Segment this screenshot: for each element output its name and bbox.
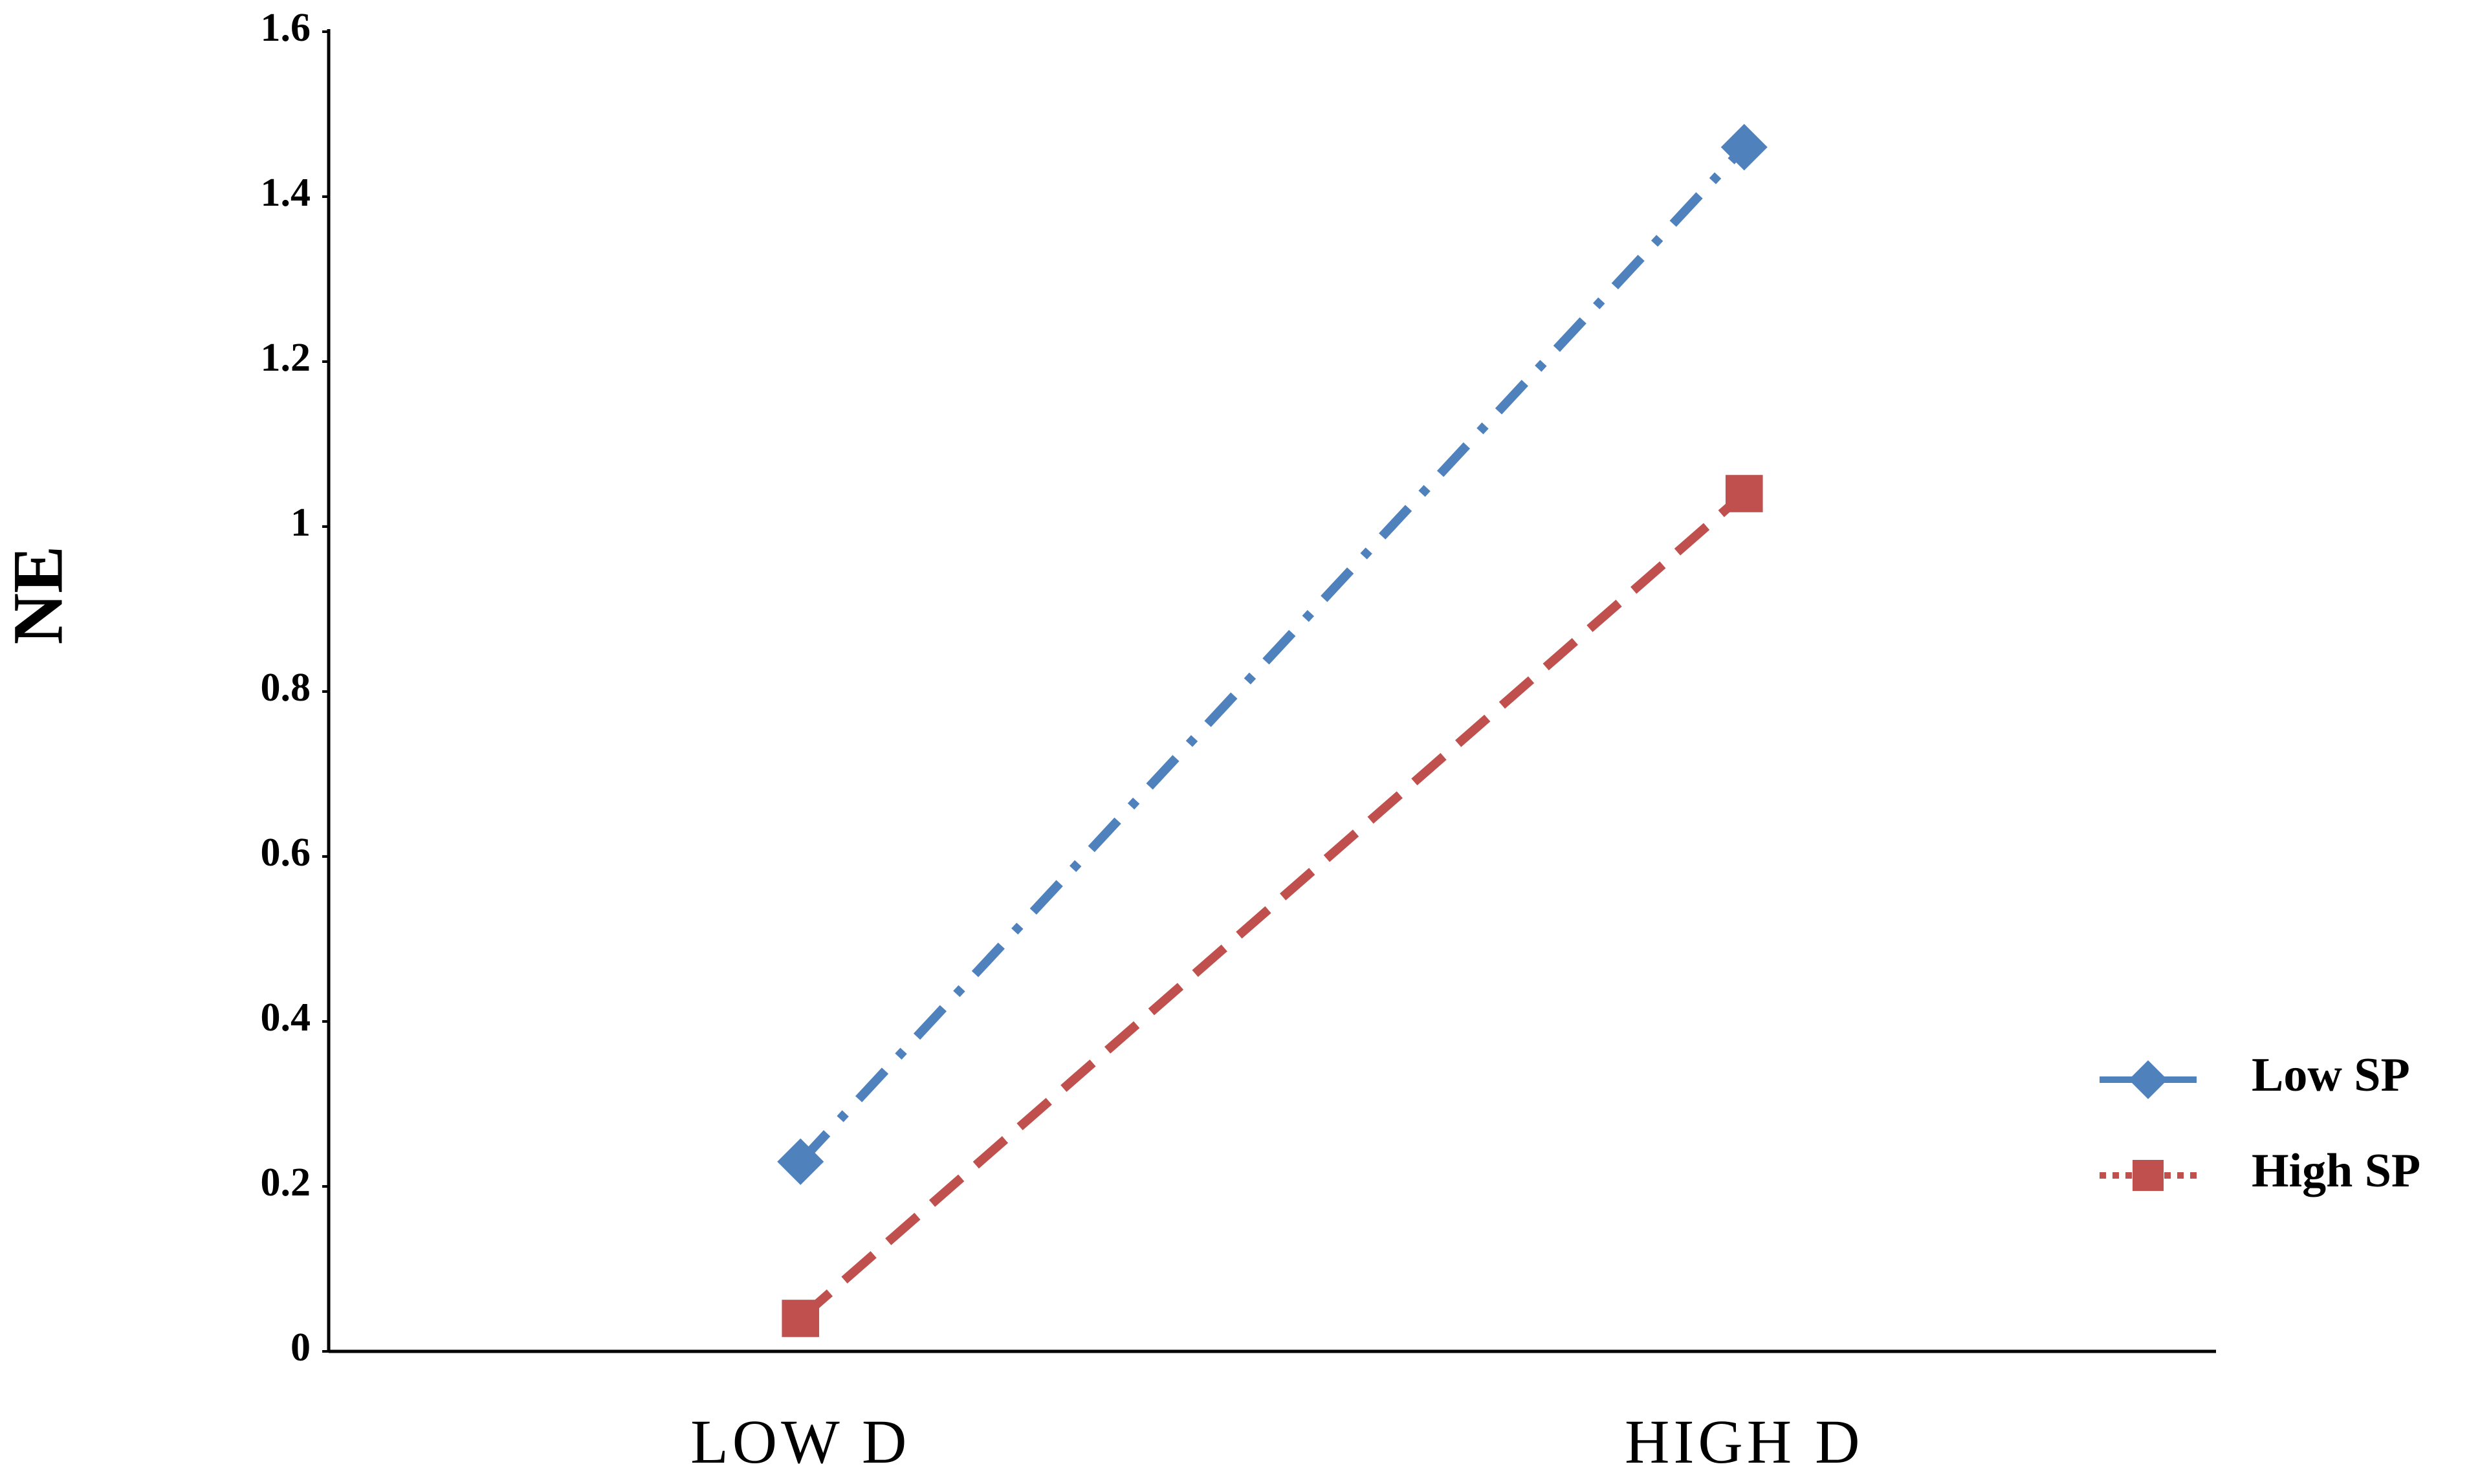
y-tick-label: 0.8 [261,666,311,710]
x-tick-label: LOW D [690,1407,910,1476]
y-tick-label: 0.2 [261,1161,311,1205]
legend-label: Low SP [2252,1049,2410,1102]
y-tick-label: 0.6 [261,831,311,875]
marker [1725,475,1763,512]
y-tick-label: 1.2 [261,336,311,380]
marker [2129,1060,2167,1099]
legend-label: High SP [2252,1144,2420,1197]
y-tick-label: 1 [291,501,311,545]
y-tick-label: 0 [291,1326,311,1369]
marker [782,1300,820,1337]
y-tick-label: 0.4 [261,996,311,1040]
marker [2133,1160,2164,1191]
y-axis-label: NE [0,546,77,645]
series-line [797,144,1748,1165]
y-tick-label: 1.6 [261,6,311,50]
series-line [797,490,1748,1322]
y-tick-label: 1.4 [261,171,311,215]
marker [1720,124,1768,171]
marker [777,1138,824,1185]
x-tick-label: HIGH D [1625,1407,1863,1476]
